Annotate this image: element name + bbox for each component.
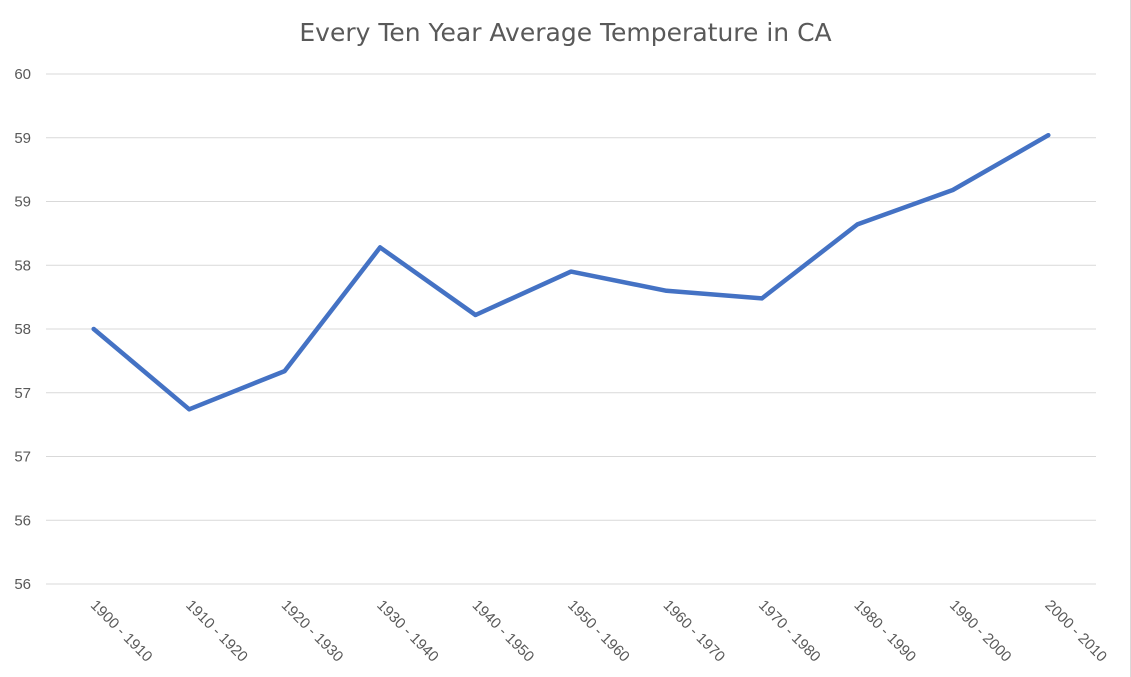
chart-title: Every Ten Year Average Temperature in CA [299, 18, 832, 47]
data-point [1046, 133, 1051, 138]
y-tick-label: 58 [14, 321, 31, 338]
y-tick-label: 60 [14, 66, 31, 83]
y-tick-label: 58 [14, 257, 31, 274]
data-point [378, 245, 383, 250]
x-tick-label: 1960 - 1970 [660, 597, 729, 666]
data-point [282, 369, 287, 374]
x-tick-label: 1900 - 1910 [87, 597, 156, 666]
x-tick-label: 1940 - 1950 [469, 597, 538, 666]
x-tick-label: 1910 - 1920 [182, 597, 251, 666]
data-point [759, 296, 764, 301]
y-tick-label: 57 [14, 385, 31, 402]
x-tick-label: 1920 - 1930 [278, 597, 347, 666]
data-point [950, 188, 955, 193]
data-point [187, 407, 192, 412]
data-point [91, 327, 96, 331]
data-point [473, 312, 478, 317]
x-tick-label: 1970 - 1980 [755, 597, 824, 666]
y-tick-label: 56 [14, 512, 31, 529]
x-tick-label: 1980 - 1990 [851, 597, 920, 666]
y-tick-label: 59 [14, 130, 31, 147]
y-tick-label: 57 [14, 449, 31, 466]
data-point [855, 222, 860, 227]
x-tick-label: 1930 - 1940 [373, 597, 442, 666]
x-tick-label: 2000 - 2010 [1041, 597, 1110, 666]
data-point [664, 288, 669, 293]
x-tick-label: 1990 - 2000 [946, 597, 1015, 666]
y-tick-label: 59 [14, 194, 31, 211]
data-point [569, 269, 573, 274]
y-tick-label: 56 [14, 576, 31, 593]
x-tick-label: 1950 - 1960 [564, 597, 633, 666]
